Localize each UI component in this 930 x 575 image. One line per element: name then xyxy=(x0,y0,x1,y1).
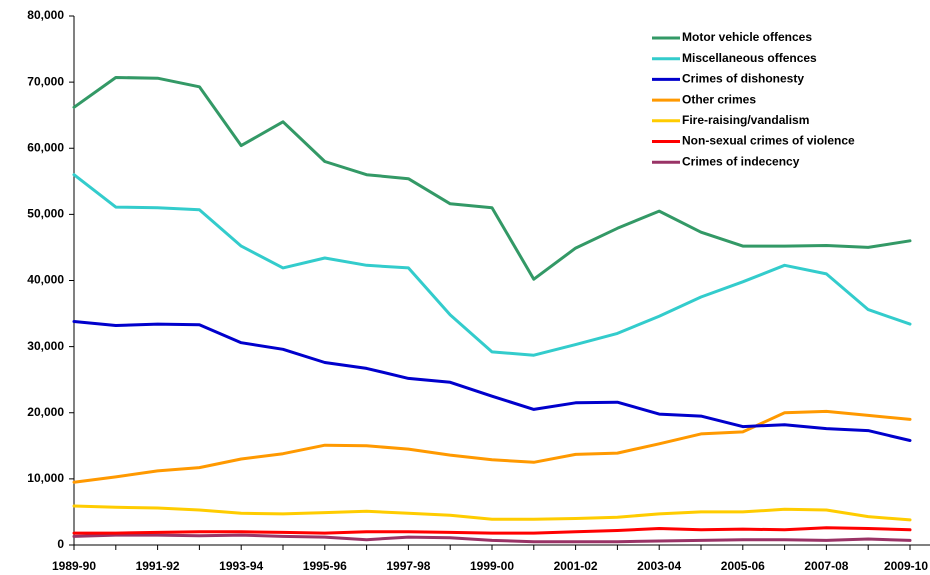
y-tick-label: 70,000 xyxy=(27,74,64,88)
y-tick-label: 60,000 xyxy=(27,140,64,154)
x-tick-label: 1999-00 xyxy=(470,559,514,573)
series-line xyxy=(72,526,912,535)
series-line xyxy=(72,533,912,544)
y-tick-label: 30,000 xyxy=(27,339,64,353)
y-tick-label: 80,000 xyxy=(27,8,64,22)
x-tick-label: 2001-02 xyxy=(554,559,598,573)
legend-label: Non-sexual crimes of violence xyxy=(682,134,855,148)
series-line xyxy=(72,173,912,357)
x-tick-label: 2003-04 xyxy=(637,559,681,573)
legend-label: Fire-raising/vandalism xyxy=(682,113,809,127)
legend-label: Crimes of indecency xyxy=(682,154,800,168)
y-tick-label: 50,000 xyxy=(27,207,64,221)
series-line xyxy=(72,504,912,522)
x-tick-label: 1993-94 xyxy=(219,559,263,573)
y-tick-label: 20,000 xyxy=(27,405,64,419)
legend-label: Other crimes xyxy=(682,92,756,106)
x-tick-label: 1989-90 xyxy=(52,559,96,573)
x-tick-label: 2005-06 xyxy=(721,559,765,573)
legend-label: Motor vehicle offences xyxy=(682,30,812,44)
x-tick-label: 1995-96 xyxy=(303,559,347,573)
legend-label: Miscellaneous offences xyxy=(682,51,817,65)
legend-label: Crimes of dishonesty xyxy=(682,72,804,86)
x-tick-label: 1997-98 xyxy=(386,559,430,573)
y-tick-label: 0 xyxy=(57,537,64,551)
x-tick-label: 1991-92 xyxy=(136,559,180,573)
x-tick-label: 2007-08 xyxy=(804,559,848,573)
y-tick-label: 10,000 xyxy=(27,471,64,485)
series-line xyxy=(72,76,912,281)
x-tick-label: 2009-10 xyxy=(884,559,928,573)
y-tick-label: 40,000 xyxy=(27,273,64,287)
series-line xyxy=(72,409,912,484)
series-line xyxy=(72,320,912,442)
